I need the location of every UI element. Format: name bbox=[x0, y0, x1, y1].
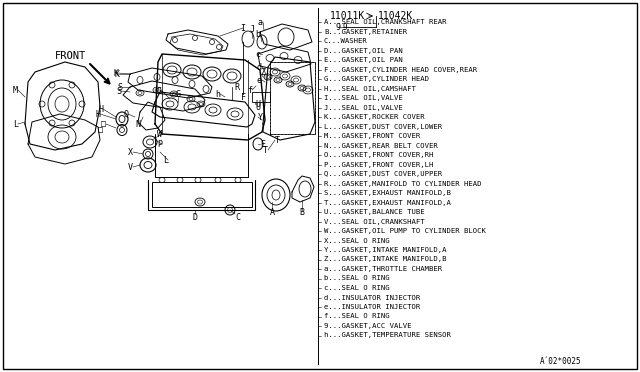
Text: U: U bbox=[255, 99, 260, 109]
Text: P...GASKET,FRONT COVER,LH: P...GASKET,FRONT COVER,LH bbox=[324, 161, 433, 167]
Text: □: □ bbox=[100, 119, 106, 128]
Text: B...GASKET,RETAINER: B...GASKET,RETAINER bbox=[324, 29, 407, 35]
Text: T: T bbox=[263, 145, 268, 154]
Text: M...GASKET,FRONT COVER: M...GASKET,FRONT COVER bbox=[324, 133, 420, 139]
Text: b...SEAL O RING: b...SEAL O RING bbox=[324, 276, 390, 282]
Text: H: H bbox=[95, 109, 100, 119]
Text: Q...GASKET,DUST COVER,UPPER: Q...GASKET,DUST COVER,UPPER bbox=[324, 171, 442, 177]
Text: FRONT: FRONT bbox=[55, 51, 86, 61]
Text: f...SEAL O RING: f...SEAL O RING bbox=[324, 314, 390, 320]
Text: R: R bbox=[234, 83, 239, 92]
Text: O...GASKET,FRONT COVER,RH: O...GASKET,FRONT COVER,RH bbox=[324, 152, 433, 158]
Text: R...GASKET,MANIFOLD TO CYLINDER HEAD: R...GASKET,MANIFOLD TO CYLINDER HEAD bbox=[324, 180, 481, 186]
Text: a: a bbox=[258, 17, 263, 26]
Text: c...SEAL O RING: c...SEAL O RING bbox=[324, 285, 390, 291]
Text: d: d bbox=[257, 62, 262, 71]
Text: T...GASKET,EXHAUST MANIFOLD,A: T...GASKET,EXHAUST MANIFOLD,A bbox=[324, 199, 451, 205]
Text: V: V bbox=[128, 163, 133, 171]
Text: e: e bbox=[257, 76, 262, 84]
Text: U: U bbox=[255, 103, 260, 112]
Text: D: D bbox=[193, 212, 198, 221]
Text: M: M bbox=[13, 86, 18, 94]
Text: I: I bbox=[241, 23, 246, 32]
Text: h: h bbox=[215, 90, 220, 99]
Text: X...SEAL O RING: X...SEAL O RING bbox=[324, 237, 390, 244]
Text: Y...GASKET,INTAKE MANIFOLD,A: Y...GASKET,INTAKE MANIFOLD,A bbox=[324, 247, 447, 253]
Bar bbox=[152, 182, 252, 207]
Text: 11042K: 11042K bbox=[378, 11, 413, 21]
Text: 9...GASKET,ACC VALVE: 9...GASKET,ACC VALVE bbox=[324, 323, 412, 329]
Text: E...GASKET,OIL PAN: E...GASKET,OIL PAN bbox=[324, 57, 403, 63]
Text: 9: 9 bbox=[343, 22, 348, 32]
Text: C: C bbox=[235, 212, 240, 221]
Text: E: E bbox=[260, 140, 265, 148]
Text: K...GASKET,ROCKER COVER: K...GASKET,ROCKER COVER bbox=[324, 114, 424, 120]
Text: F: F bbox=[241, 93, 246, 102]
Text: a...GASKET,THROTTLE CHAMBER: a...GASKET,THROTTLE CHAMBER bbox=[324, 266, 442, 272]
Text: L: L bbox=[163, 155, 168, 164]
Text: V...SEAL OIL,CRANKSHAFT: V...SEAL OIL,CRANKSHAFT bbox=[324, 218, 424, 224]
Text: I...SEAL OIL,VALVE: I...SEAL OIL,VALVE bbox=[324, 95, 403, 101]
Text: D...GASKET,OIL PAN: D...GASKET,OIL PAN bbox=[324, 48, 403, 54]
Text: Z: Z bbox=[260, 67, 265, 77]
Text: W...GASKET,OIL PUMP TO CYLINDER BLOCK: W...GASKET,OIL PUMP TO CYLINDER BLOCK bbox=[324, 228, 486, 234]
Text: b: b bbox=[255, 29, 260, 38]
Text: X: X bbox=[128, 148, 133, 157]
Text: Z...GASKET,INTAKE MANIFOLD,B: Z...GASKET,INTAKE MANIFOLD,B bbox=[324, 257, 447, 263]
Text: C...WASHER: C...WASHER bbox=[324, 38, 368, 44]
Text: S: S bbox=[116, 87, 121, 96]
Text: f: f bbox=[247, 86, 252, 94]
Text: A...SEAL OIL,CRANKSHAFT REAR: A...SEAL OIL,CRANKSHAFT REAR bbox=[324, 19, 447, 25]
Text: d...INSULATOR INJECTOR: d...INSULATOR INJECTOR bbox=[324, 295, 420, 301]
Text: A: A bbox=[269, 208, 275, 217]
Text: F...GASKET,CYLINDER HEAD COVER,REAR: F...GASKET,CYLINDER HEAD COVER,REAR bbox=[324, 67, 477, 73]
Text: Y: Y bbox=[258, 112, 263, 122]
Text: J: J bbox=[250, 25, 255, 33]
Text: K: K bbox=[114, 70, 119, 78]
Text: e...INSULATOR INJECTOR: e...INSULATOR INJECTOR bbox=[324, 304, 420, 310]
Text: □: □ bbox=[97, 125, 102, 135]
Text: h...GASKET,TEMPERATURE SENSOR: h...GASKET,TEMPERATURE SENSOR bbox=[324, 333, 451, 339]
Text: P: P bbox=[157, 140, 162, 148]
Text: A´02*0025: A´02*0025 bbox=[540, 356, 582, 366]
Text: T: T bbox=[275, 135, 280, 144]
Text: L...GASKET,DUST COVER,LOWER: L...GASKET,DUST COVER,LOWER bbox=[324, 124, 442, 129]
Text: G: G bbox=[157, 87, 162, 96]
Bar bbox=[252, 92, 270, 102]
Text: 9: 9 bbox=[335, 22, 340, 32]
Text: B: B bbox=[300, 208, 305, 217]
Text: H...SEAL OIL,CAMSHAFT: H...SEAL OIL,CAMSHAFT bbox=[324, 86, 416, 92]
Text: L: L bbox=[13, 119, 18, 128]
Text: S...GASKET,EXHAUST MANIFOLD,B: S...GASKET,EXHAUST MANIFOLD,B bbox=[324, 190, 451, 196]
Text: G: G bbox=[175, 90, 180, 99]
Text: 11011K: 11011K bbox=[330, 11, 365, 21]
Text: W: W bbox=[157, 129, 162, 138]
Text: Q: Q bbox=[123, 109, 128, 119]
Text: G...GASKET,CYLINDER HEAD: G...GASKET,CYLINDER HEAD bbox=[324, 76, 429, 82]
Text: N: N bbox=[135, 119, 140, 128]
Text: c: c bbox=[255, 49, 260, 58]
Text: U...GASKET,BALANCE TUBE: U...GASKET,BALANCE TUBE bbox=[324, 209, 424, 215]
Text: H: H bbox=[98, 105, 103, 113]
Text: J...SEAL OIL,VALVE: J...SEAL OIL,VALVE bbox=[324, 105, 403, 110]
Text: S: S bbox=[117, 83, 122, 92]
Text: N...GASKET,REAR BELT COVER: N...GASKET,REAR BELT COVER bbox=[324, 142, 438, 148]
Text: K: K bbox=[113, 68, 118, 77]
